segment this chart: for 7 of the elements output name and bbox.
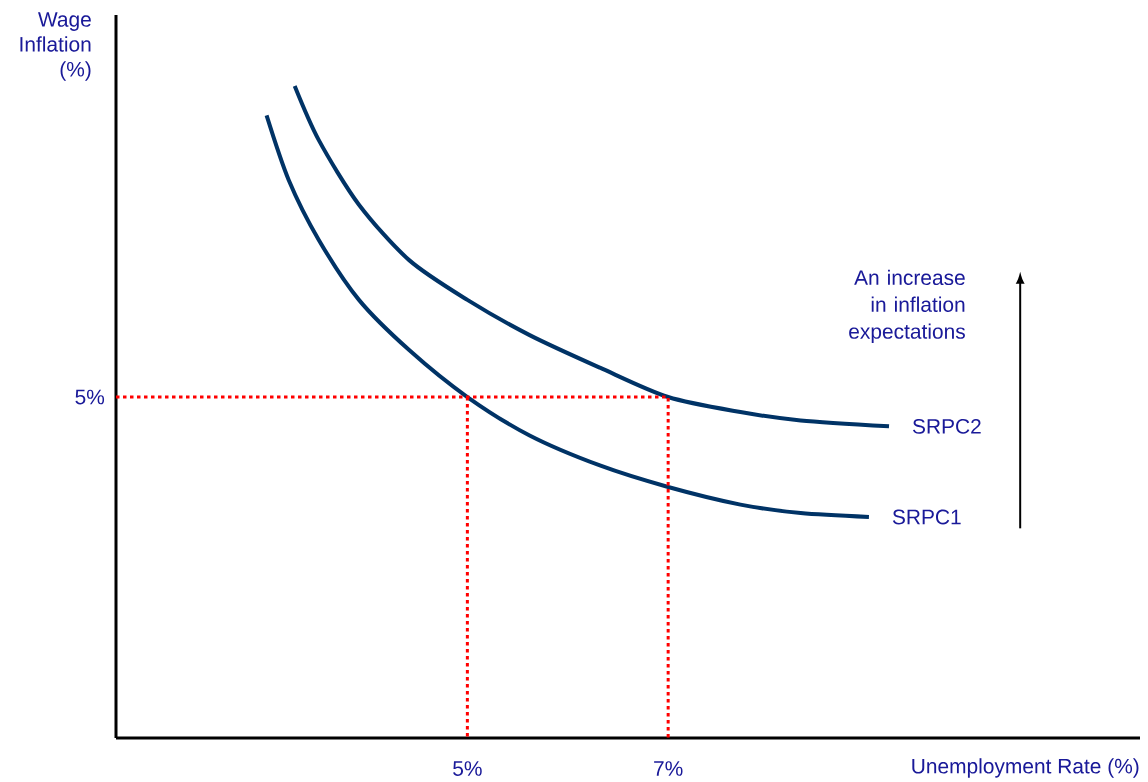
annotation: 5% [75, 389, 105, 405]
x-tick-label: 7% [654, 761, 683, 776]
annotation: An increase in inflation expectations [849, 269, 965, 343]
series-label: SRPC2 [912, 418, 981, 434]
x-axis-title: Unemployment Rate (%) [912, 758, 1139, 778]
series-label: SRPC1 [892, 509, 961, 525]
y-axis-title: Wage Inflation (%) [20, 12, 91, 81]
